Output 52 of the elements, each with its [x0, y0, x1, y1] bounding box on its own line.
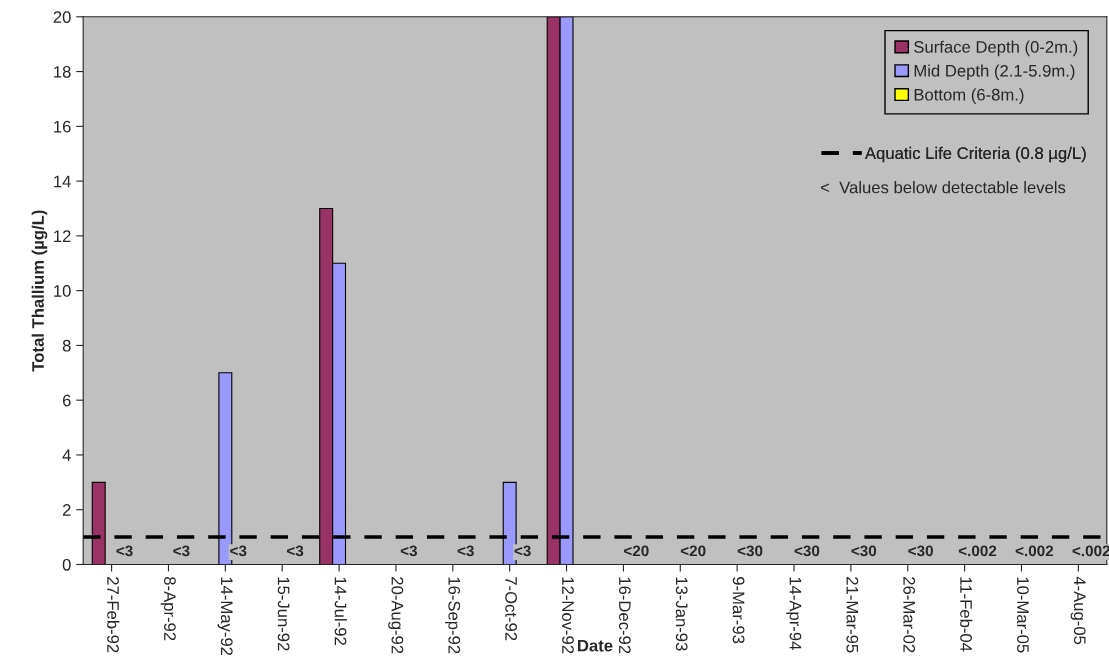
data-label: <.002: [1072, 545, 1109, 557]
x-tick-label: 13-Jan-93: [675, 577, 688, 651]
y-tick-label: 14: [54, 175, 71, 188]
x-tick-label: 8-Apr-92: [160, 577, 176, 641]
data-label: <20: [623, 545, 649, 557]
x-tick-label: 7-Oct-92: [505, 577, 518, 641]
y-tick-label: 0: [62, 558, 71, 571]
x-tick-label: 26-Mar-02: [903, 577, 916, 653]
x-tick-label: 10-Mar-05: [1017, 577, 1029, 653]
x-tick-label: 15-Jun-92: [277, 577, 290, 651]
x-tick-label: 14-Jul-92: [334, 577, 347, 645]
x-tick-label: 12-Nov-92: [562, 577, 574, 654]
x-tick-label: 11-Feb-04: [960, 577, 973, 652]
data-label: <3: [514, 545, 531, 557]
x-tick-label: 27-Feb-92: [107, 577, 120, 653]
y-tick-label: 18: [54, 65, 71, 78]
y-tick-label: 2: [62, 504, 71, 516]
x-tick-label: 9-Mar-93: [732, 577, 745, 644]
data-label: <3: [173, 545, 190, 557]
legend-label: Mid Depth (2.1-5.9m.): [914, 64, 1075, 81]
data-label: <.002: [1015, 545, 1054, 557]
data-label: <30: [737, 545, 763, 557]
data-label: <30: [794, 545, 820, 557]
x-tick-label: 16-Sep-92: [445, 577, 461, 654]
x-tick-label: 14-Apr-94: [786, 577, 802, 650]
legend-label: Aquatic Life Criteria (0.8 µg/L): [864, 146, 1086, 163]
y-tick-label: 4: [62, 449, 71, 461]
y-tick-label: 16: [54, 120, 71, 133]
y-tick-label: 12: [54, 230, 71, 242]
data-label: <3: [116, 545, 133, 557]
y-tick-label: 10: [54, 285, 71, 297]
x-tick-label: 4-Aug-05: [1070, 576, 1086, 645]
data-label: <3: [287, 545, 304, 557]
data-label: <3: [400, 545, 417, 557]
y-tick-label: 20: [53, 11, 71, 23]
x-axis-title: Date: [578, 639, 613, 652]
y-tick-label: 6: [62, 394, 71, 407]
y-tick-label: 8: [62, 339, 71, 352]
data-label: <.002: [958, 545, 997, 557]
data-label: <20: [680, 545, 706, 557]
data-label: <3: [457, 545, 474, 557]
y-axis-title: Total Thallium (µg/L): [31, 210, 48, 372]
x-tick-label: 16-Dec-92: [618, 577, 631, 654]
legend-label: Bottom (6-8m.): [914, 88, 1024, 104]
annotation: < Values below detectable levels: [820, 181, 1066, 194]
x-tick-label: 20-Aug-92: [388, 577, 404, 654]
x-tick-label: 21-Mar-95: [846, 577, 859, 653]
data-label: <30: [851, 545, 877, 557]
x-tick-label: 14-May-92: [217, 577, 233, 656]
legend-label: Surface Depth (0-2m.): [914, 40, 1078, 57]
data-label: <3: [230, 545, 247, 557]
data-label: <30: [908, 545, 933, 557]
